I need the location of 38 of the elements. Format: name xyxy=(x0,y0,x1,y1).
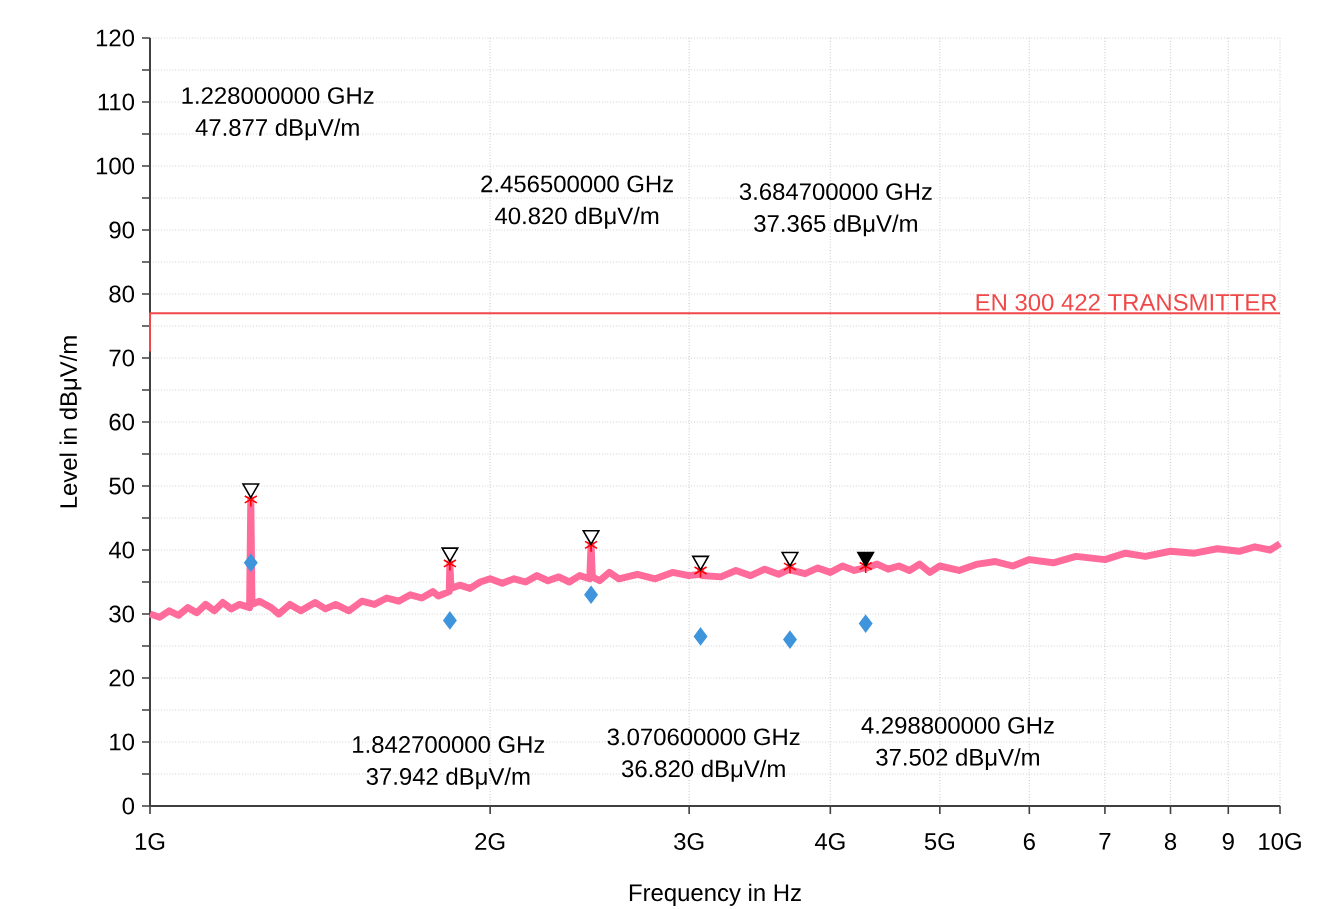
annotation: 1.228000000 GHz xyxy=(182,87,374,105)
annotation: 36.820 dBμV/m xyxy=(621,759,785,782)
y-tick-label: 10 xyxy=(110,733,135,751)
annotation: 37.502 dBμV/m xyxy=(876,748,1039,771)
x-tick-label: 9 xyxy=(1222,833,1234,850)
y-tick-label: 30 xyxy=(109,605,135,623)
annotation: 1.842700000 GHz xyxy=(353,736,545,754)
x-tick-label: 5G xyxy=(924,833,954,850)
y-tick-label: 120 xyxy=(96,29,135,47)
y-axis-title: Level in dBμV/m xyxy=(59,336,82,508)
annotation: 47.877 dBμV/m xyxy=(195,118,359,141)
x-tick-label: 10G xyxy=(1259,833,1301,850)
x-tick-label: 6 xyxy=(1023,833,1035,850)
annotation: 2.456500000 GHz xyxy=(481,175,673,193)
y-tick-label: 100 xyxy=(96,157,135,175)
annotation: 3.070600000 GHz xyxy=(607,728,800,746)
annotation: 37.942 dBμV/m xyxy=(366,767,530,790)
y-tick-label: 0 xyxy=(122,797,135,815)
annotation: 37.365 dBμV/m xyxy=(754,214,917,237)
y-tick-label: 60 xyxy=(109,413,135,431)
y-tick-label: 90 xyxy=(109,221,135,239)
y-tick-label: 80 xyxy=(109,285,135,303)
y-tick-label: 50 xyxy=(109,477,135,495)
x-axis-title: Frequency in Hz xyxy=(629,883,801,906)
y-tick-label: 20 xyxy=(109,669,135,687)
x-tick-label: 4G xyxy=(814,833,845,850)
x-tick-label: 7 xyxy=(1099,833,1111,850)
x-tick-label: 2G xyxy=(475,833,505,850)
series-label: EN 300 422 TRANSMITTER xyxy=(976,293,1277,311)
x-tick-label: 8 xyxy=(1164,833,1177,850)
y-tick-label: 70 xyxy=(109,349,135,367)
annotation: 3.684700000 GHz xyxy=(739,183,932,201)
annotation: 4.298800000 GHz xyxy=(861,716,1054,734)
annotation: 40.820 dBμV/m xyxy=(495,206,659,229)
y-tick-label: 110 xyxy=(98,93,135,111)
x-tick-label: 1G xyxy=(135,833,165,850)
y-tick-label: 40 xyxy=(108,541,135,559)
x-tick-label: 3G xyxy=(674,833,704,850)
